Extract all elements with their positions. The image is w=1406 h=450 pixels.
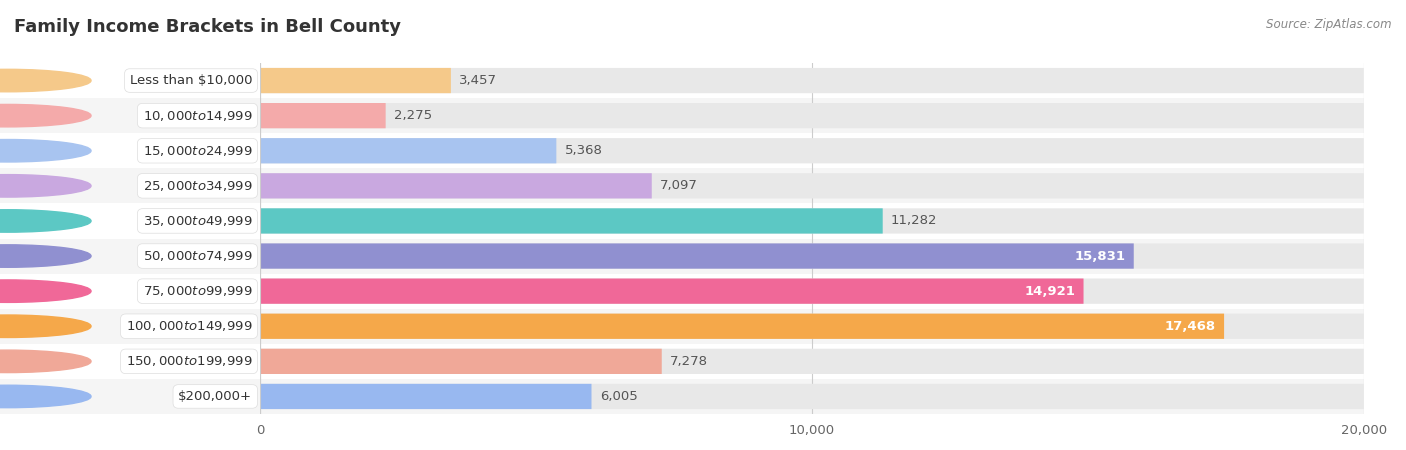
Bar xyxy=(0,238,260,274)
Text: 3,457: 3,457 xyxy=(460,74,498,87)
FancyBboxPatch shape xyxy=(260,349,1364,374)
Bar xyxy=(0,203,260,238)
Circle shape xyxy=(0,315,91,338)
Text: 7,097: 7,097 xyxy=(659,180,697,192)
Bar xyxy=(260,133,1364,168)
FancyBboxPatch shape xyxy=(260,243,1364,269)
Bar xyxy=(260,98,1364,133)
FancyBboxPatch shape xyxy=(260,138,1364,163)
Bar xyxy=(260,309,1364,344)
Text: $15,000 to $24,999: $15,000 to $24,999 xyxy=(142,144,252,158)
FancyBboxPatch shape xyxy=(260,384,592,409)
Text: $75,000 to $99,999: $75,000 to $99,999 xyxy=(142,284,252,298)
Bar xyxy=(0,168,260,203)
Circle shape xyxy=(0,104,91,127)
Text: $35,000 to $49,999: $35,000 to $49,999 xyxy=(142,214,252,228)
Bar xyxy=(260,379,1364,414)
FancyBboxPatch shape xyxy=(260,243,1133,269)
Bar xyxy=(260,344,1364,379)
Circle shape xyxy=(0,69,91,92)
Text: 7,278: 7,278 xyxy=(671,355,709,368)
Bar xyxy=(260,63,1364,98)
Bar xyxy=(0,133,260,168)
FancyBboxPatch shape xyxy=(260,279,1364,304)
Bar xyxy=(0,344,260,379)
Circle shape xyxy=(0,245,91,267)
Text: $10,000 to $14,999: $10,000 to $14,999 xyxy=(142,108,252,123)
Circle shape xyxy=(0,140,91,162)
FancyBboxPatch shape xyxy=(260,138,557,163)
FancyBboxPatch shape xyxy=(260,173,1364,198)
Text: Family Income Brackets in Bell County: Family Income Brackets in Bell County xyxy=(14,18,401,36)
FancyBboxPatch shape xyxy=(260,103,1364,128)
Text: 17,468: 17,468 xyxy=(1164,320,1216,333)
Text: $100,000 to $149,999: $100,000 to $149,999 xyxy=(125,319,252,333)
Text: 6,005: 6,005 xyxy=(600,390,637,403)
Text: 15,831: 15,831 xyxy=(1074,250,1125,262)
Text: 11,282: 11,282 xyxy=(891,215,938,227)
FancyBboxPatch shape xyxy=(260,314,1364,339)
Circle shape xyxy=(0,175,91,197)
FancyBboxPatch shape xyxy=(260,68,1364,93)
Text: 2,275: 2,275 xyxy=(394,109,432,122)
Text: Source: ZipAtlas.com: Source: ZipAtlas.com xyxy=(1267,18,1392,31)
FancyBboxPatch shape xyxy=(260,349,662,374)
Text: Less than $10,000: Less than $10,000 xyxy=(129,74,252,87)
FancyBboxPatch shape xyxy=(260,384,1364,409)
Text: $150,000 to $199,999: $150,000 to $199,999 xyxy=(125,354,252,369)
Text: 14,921: 14,921 xyxy=(1025,285,1076,297)
FancyBboxPatch shape xyxy=(260,208,1364,234)
FancyBboxPatch shape xyxy=(260,314,1225,339)
Bar xyxy=(0,274,260,309)
Text: $200,000+: $200,000+ xyxy=(179,390,252,403)
Circle shape xyxy=(0,385,91,408)
Bar xyxy=(0,309,260,344)
Bar xyxy=(260,274,1364,309)
Text: 5,368: 5,368 xyxy=(565,144,603,157)
FancyBboxPatch shape xyxy=(260,68,451,93)
FancyBboxPatch shape xyxy=(260,173,652,198)
Bar xyxy=(0,63,260,98)
Text: $50,000 to $74,999: $50,000 to $74,999 xyxy=(142,249,252,263)
Bar xyxy=(0,379,260,414)
Circle shape xyxy=(0,210,91,232)
Circle shape xyxy=(0,280,91,302)
FancyBboxPatch shape xyxy=(260,279,1084,304)
FancyBboxPatch shape xyxy=(260,103,385,128)
Bar xyxy=(0,98,260,133)
Bar xyxy=(260,168,1364,203)
FancyBboxPatch shape xyxy=(260,208,883,234)
Text: $25,000 to $34,999: $25,000 to $34,999 xyxy=(142,179,252,193)
Bar xyxy=(260,203,1364,238)
Bar xyxy=(260,238,1364,274)
Circle shape xyxy=(0,350,91,373)
